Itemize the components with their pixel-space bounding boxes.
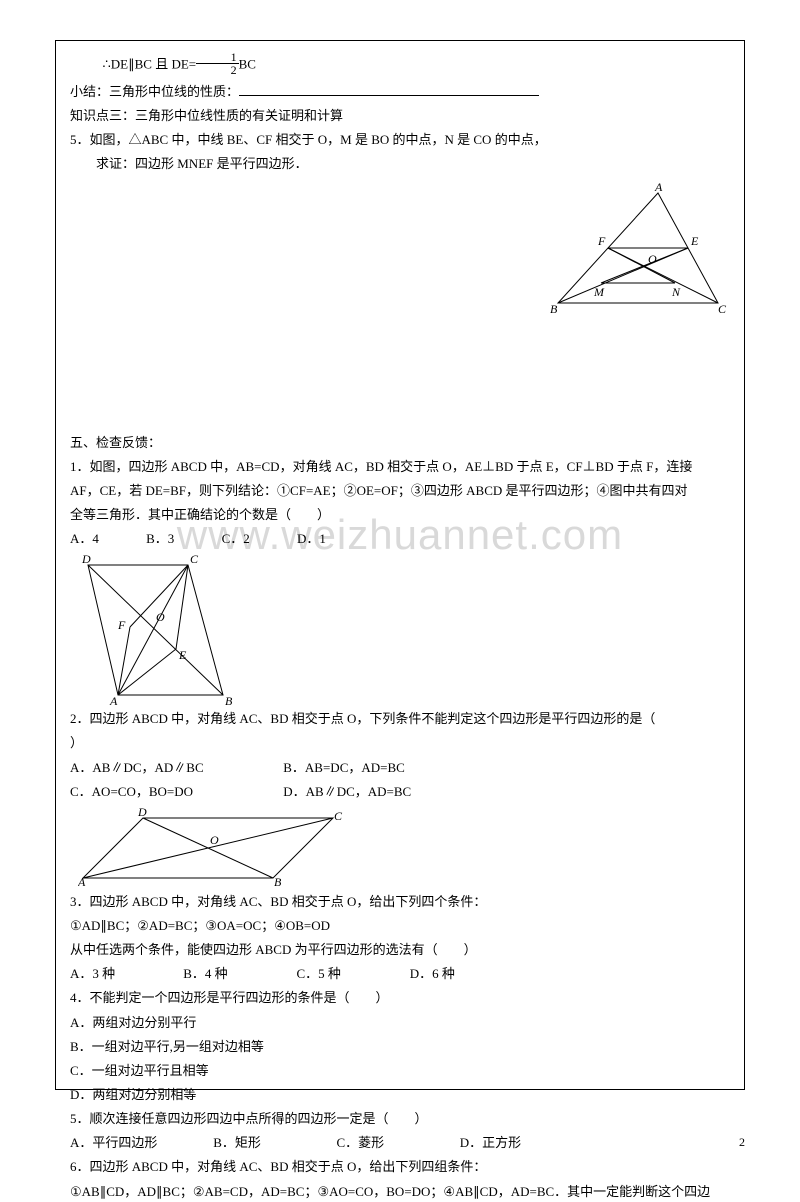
option-d: D．6 种 [410, 966, 455, 981]
svg-text:M: M [593, 285, 605, 299]
option-b: B．AB=DC，AD=BC [283, 760, 405, 775]
s5q3-options: A．3 种 B．4 种 C．5 种 D．6 种 [70, 964, 734, 984]
svg-text:B: B [225, 694, 233, 705]
knowledge-point-3: 知识点三：三角形中位线性质的有关证明和计算 [70, 106, 734, 126]
option-d: D．AB∥DC，AD=BC [283, 784, 411, 799]
s5q2-l1: 2．四边形 ABCD 中，对角线 AC、BD 相交于点 O，下列条件不能判定这个… [70, 709, 734, 729]
s5q1-l3: 全等三角形．其中正确结论的个数是（ ） [70, 505, 734, 525]
option-b: B．3 [146, 529, 174, 549]
svg-text:O: O [648, 252, 657, 266]
summary-label: 小结：三角形中位线的性质： [70, 84, 239, 99]
svg-text:F: F [597, 234, 606, 248]
svg-text:B: B [550, 302, 558, 316]
svg-text:A: A [78, 875, 86, 888]
option-c: C．AO=CO，BO=DO [70, 782, 280, 802]
s5q1-options: A．4 B．3 C．2 D．1 [70, 529, 734, 549]
figure-triangle-medians: A B C F E M N O [548, 183, 728, 323]
s5q5: 5．顺次连接任意四边形四边中点所得的四边形一定是（ ） [70, 1109, 734, 1129]
s5q2-opts-row1: A．AB∥DC，AD∥BC B．AB=DC，AD=BC [70, 758, 734, 778]
svg-text:D: D [81, 555, 91, 566]
svg-text:F: F [117, 618, 126, 632]
q5-line1: 5．如图，△ABC 中，中线 BE、CF 相交于 O，M 是 BO 的中点，N … [70, 130, 734, 150]
s5q6-l2: ①AB∥CD，AD∥BC；②AB=CD，AD=BC；③AO=CO，BO=DO；④… [70, 1182, 734, 1202]
formula-line: ∴DE∥BC 且 DE=12BC [70, 53, 734, 78]
s5q1-l2: AF，CE，若 DE=BF，则下列结论：①CF=AE；②OE=OF；③四边形 A… [70, 481, 734, 501]
figure-quadrilateral-1: D C A B F O E [78, 555, 734, 705]
section-5-title: 五、检查反馈： [70, 433, 734, 453]
s5q4-opt-a: A．两组对边分别平行 [70, 1013, 734, 1033]
option-a: A．3 种 [70, 964, 180, 984]
option-a: A．AB∥DC，AD∥BC [70, 758, 280, 778]
option-c: C．菱形 [337, 1133, 457, 1153]
svg-text:C: C [334, 809, 343, 823]
option-c: C．5 种 [297, 964, 407, 984]
s5q4-opt-d: D．两组对边分别相等 [70, 1085, 734, 1105]
svg-text:A: A [654, 183, 663, 194]
formula-prefix: ∴DE∥BC 且 DE= [103, 56, 197, 71]
svg-text:O: O [210, 833, 219, 847]
option-a: A．4 [70, 529, 99, 549]
svg-text:E: E [690, 234, 699, 248]
s5q3-l2: ①AD∥BC；②AD=BC；③OA=OC；④OB=OD [70, 916, 734, 936]
formula-suffix: BC [239, 56, 256, 71]
svg-text:C: C [718, 302, 727, 316]
svg-text:E: E [178, 648, 187, 662]
page-number: 2 [739, 1135, 745, 1150]
svg-text:D: D [137, 808, 147, 819]
s5q3-l3: 从中任选两个条件，能使四边形 ABCD 为平行四边形的选法有（ ） [70, 940, 734, 960]
fraction: 12 [196, 51, 239, 76]
option-d: D．1 [297, 529, 326, 549]
s5q2-opts-row2: C．AO=CO，BO=DO D．AB∥DC，AD=BC [70, 782, 734, 802]
s5q4-opt-c: C．一组对边平行且相等 [70, 1061, 734, 1081]
svg-text:O: O [156, 610, 165, 624]
blank-underline [239, 84, 539, 96]
svg-text:C: C [190, 555, 199, 566]
s5q5-options: A．平行四边形 B．矩形 C．菱形 D．正方形 [70, 1133, 734, 1153]
q5-line2: 求证：四边形 MNEF 是平行四边形． [70, 154, 734, 174]
s5q1-l1: 1．如图，四边形 ABCD 中，AB=CD，对角线 AC，BD 相交于点 O，A… [70, 457, 734, 477]
option-c: C．2 [222, 529, 250, 549]
s5q6-l1: 6．四边形 ABCD 中，对角线 AC、BD 相交于点 O，给出下列四组条件： [70, 1157, 734, 1177]
s5q4: 4．不能判定一个四边形是平行四边形的条件是（ ） [70, 988, 734, 1008]
svg-text:A: A [109, 694, 118, 705]
option-a: A．平行四边形 [70, 1133, 210, 1153]
svg-text:N: N [671, 285, 681, 299]
s5q4-opt-b: B．一组对边平行,另一组对边相等 [70, 1037, 734, 1057]
summary-line: 小结：三角形中位线的性质： [70, 82, 734, 102]
s5q2-l2: ） [70, 733, 734, 753]
option-b: B．矩形 [213, 1133, 333, 1153]
s5q3-l1: 3．四边形 ABCD 中，对角线 AC、BD 相交于点 O，给出下列四个条件： [70, 892, 734, 912]
option-b: B．4 种 [183, 964, 293, 984]
option-d: D．正方形 [460, 1135, 521, 1150]
figure-parallelogram: D C A B O [78, 808, 734, 888]
svg-text:B: B [274, 875, 282, 888]
